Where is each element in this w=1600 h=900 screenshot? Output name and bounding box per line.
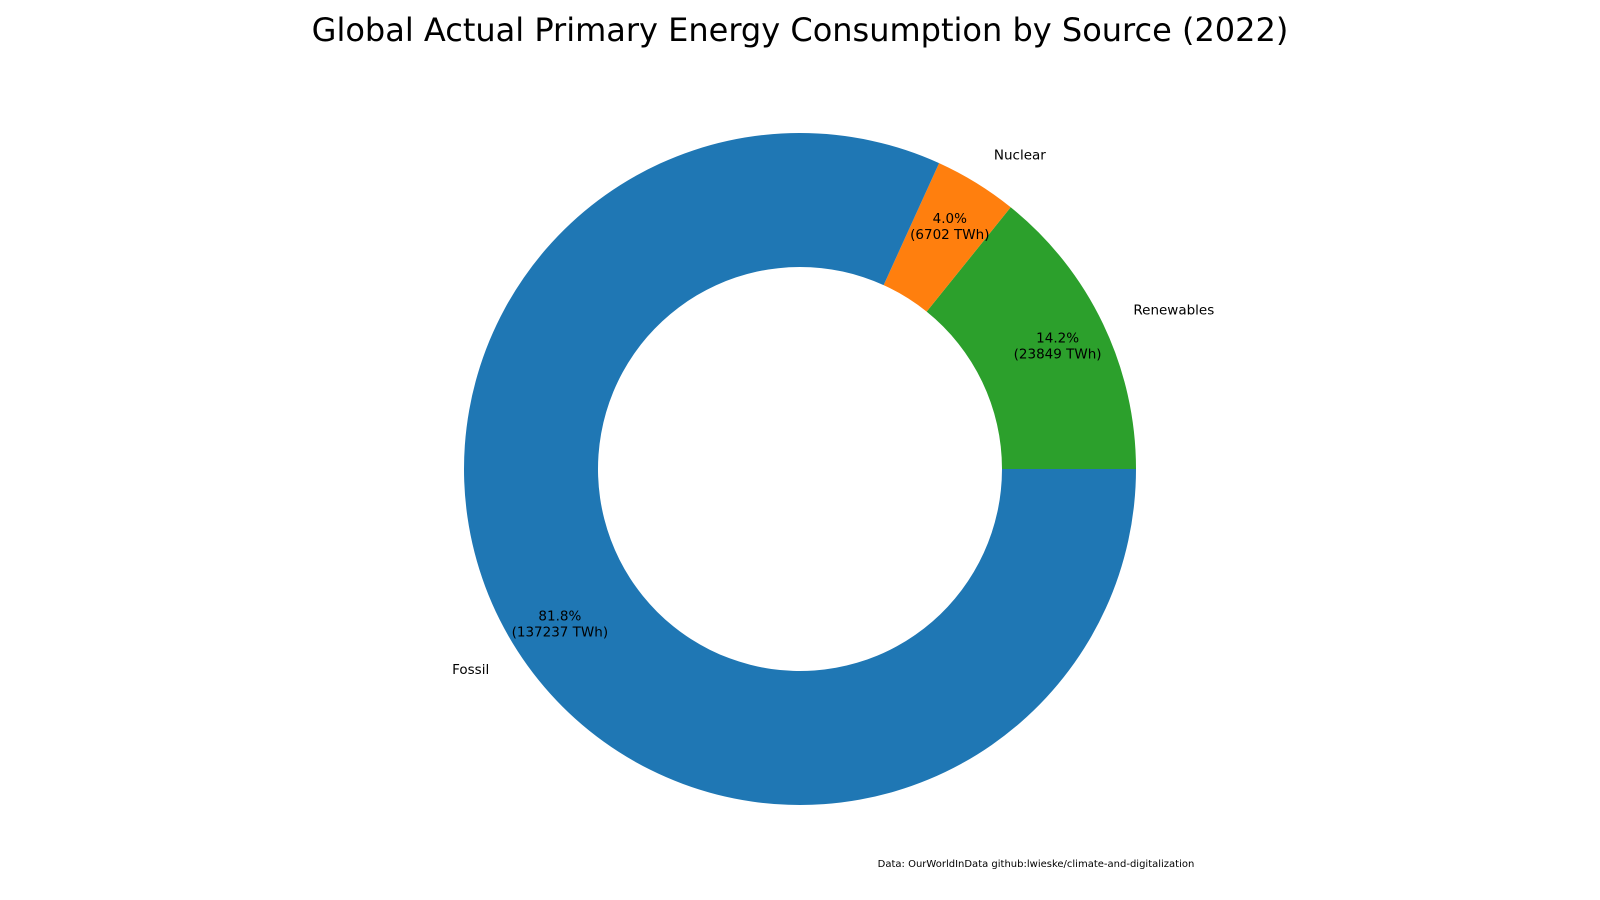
percent-label-fossil: 81.8% [538,609,581,625]
value-label-fossil: (137237 TWh) [512,625,609,641]
category-label-fossil: Fossil [452,662,489,678]
slice-renewables [926,207,1136,470]
donut-labels: Renewables 14.2%(23849 TWh) Nuclear 4.0%(67… [452,147,1214,678]
chart-footer: Data: OurWorldInData github:lwieske/clim… [878,859,1195,870]
percent-label-renewables: 14.2% [1036,331,1079,347]
chart-title: Global Actual Primary Energy Consumption… [312,11,1289,49]
percent-label-nuclear: 4.0% [933,211,967,227]
donut-slices [464,132,1136,806]
value-label-nuclear: (6702 TWh) [910,227,989,243]
slice-fossil [464,132,1136,806]
slice-nuclear [883,163,1011,312]
category-label-nuclear: Nuclear [994,147,1046,163]
value-label-renewables: (23849 TWh) [1014,347,1102,363]
category-label-renewables: Renewables [1133,302,1214,318]
